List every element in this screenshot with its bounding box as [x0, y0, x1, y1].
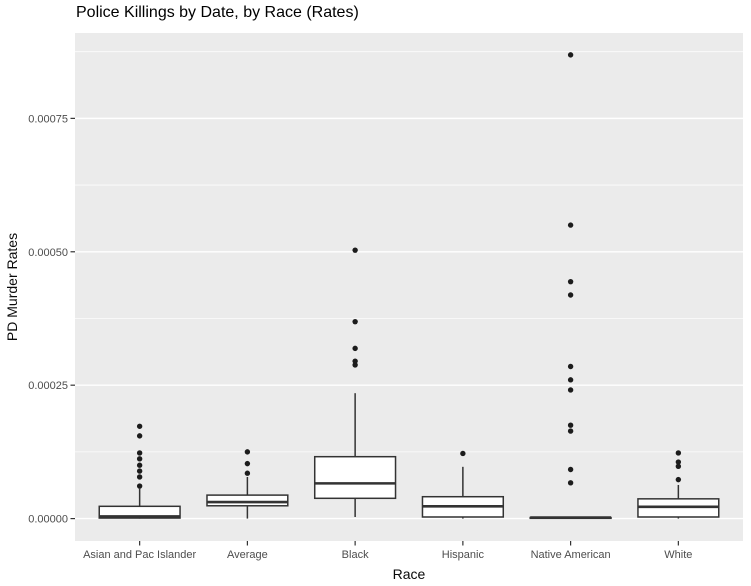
outlier-point — [352, 362, 358, 368]
outlier-point — [136, 474, 143, 480]
outlier-point — [244, 470, 251, 476]
boxplot-box — [313, 455, 397, 500]
outlier-point — [244, 449, 251, 455]
outlier-point — [675, 459, 682, 465]
outlier-point — [567, 480, 574, 486]
outlier-point — [136, 450, 143, 456]
outlier-point — [136, 456, 143, 462]
outlier-point — [567, 428, 574, 434]
y-tick-label: 0.00000 — [28, 514, 68, 526]
outlier-point — [352, 358, 358, 364]
outlier-point — [675, 463, 682, 469]
x-tick-label: White — [664, 549, 692, 561]
boxplot-box — [206, 494, 289, 507]
outlier-point — [567, 363, 574, 370]
outlier-point — [567, 377, 574, 383]
x-axis-title: Race — [392, 566, 426, 582]
x-tick-label: Asian and Pac Islander — [83, 549, 196, 561]
x-tick-label: Black — [342, 549, 369, 561]
outlier-point — [136, 468, 143, 474]
outlier-point — [352, 247, 358, 253]
x-tick-label: Native American — [531, 549, 611, 561]
outlier-point — [675, 476, 682, 483]
x-tick-label: Hispanic — [442, 549, 485, 561]
outlier-point — [567, 422, 574, 428]
panel-background — [75, 33, 743, 541]
outlier-point — [567, 387, 574, 393]
outlier-point — [352, 318, 358, 325]
y-tick-label: 0.00075 — [28, 113, 68, 125]
y-tick-label: 0.00025 — [28, 380, 68, 392]
outlier-point — [352, 345, 358, 352]
outlier-point — [567, 52, 574, 58]
outlier-point — [567, 222, 574, 228]
outlier-point — [675, 450, 682, 456]
boxplot-box — [98, 505, 181, 519]
outlier-point — [136, 423, 143, 429]
plot-title: Police Killings by Date, by Race (Rates) — [76, 4, 359, 21]
outlier-point — [567, 466, 574, 473]
x-tick-label: Average — [227, 549, 268, 561]
outlier-point — [136, 483, 143, 489]
y-tick-label: 0.00050 — [28, 247, 68, 259]
outlier-point — [136, 462, 143, 468]
outlier-point — [567, 278, 574, 285]
outlier-point — [460, 450, 466, 457]
outlier-point — [567, 292, 574, 298]
outlier-point — [244, 460, 251, 467]
outlier-point — [136, 433, 143, 439]
